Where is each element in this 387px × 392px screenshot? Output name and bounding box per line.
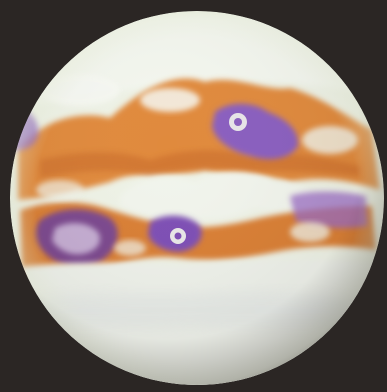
- planet-globe: [10, 11, 384, 385]
- globe-shading: [10, 11, 384, 385]
